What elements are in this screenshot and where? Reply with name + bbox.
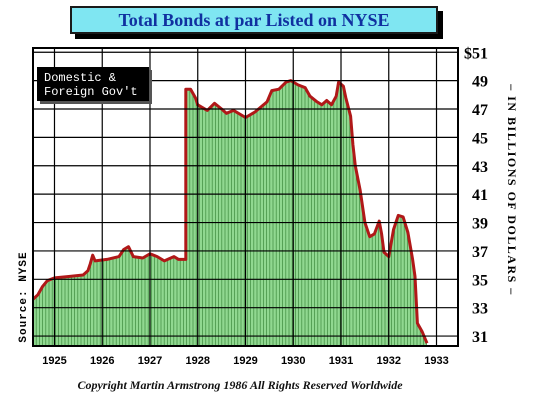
copyright-footer: Copyright Martin Armstrong 1986 All Righ…	[77, 378, 403, 392]
y-tick-label: $51	[464, 45, 488, 62]
source-label: Source: NYSE	[18, 251, 30, 342]
gridlines	[33, 48, 458, 346]
y-tick-label: 41	[472, 187, 488, 204]
x-tick-label: 1927	[138, 355, 162, 367]
y-tick-label: 39	[472, 216, 488, 233]
y-tick-label: 47	[472, 102, 488, 119]
legend-text: Foreign Gov't	[44, 85, 138, 99]
y-tick-label: 31	[472, 329, 488, 346]
y-tick-label: 37	[472, 244, 488, 261]
x-tick-label: 1932	[377, 355, 401, 367]
chart-title-box: Total Bonds at par Listed on NYSE	[70, 6, 438, 34]
series-line	[31, 79, 429, 344]
plot-frame	[32, 47, 459, 347]
y-tick-label: 45	[472, 130, 488, 147]
x-tick-label: 1931	[329, 355, 353, 367]
y-axis-label: – IN BILLIONS OF DOLLARS –	[505, 83, 519, 296]
x-tick-label: 1930	[281, 355, 305, 367]
x-tick-label: 1926	[90, 355, 114, 367]
x-tick-label: 1925	[42, 355, 66, 367]
y-axis-ticks: $51 49 47 45 43 41 39 37 35 33 31	[464, 45, 488, 346]
chart-title: Total Bonds at par Listed on NYSE	[118, 10, 390, 30]
legend: Domestic &Foreign Gov't	[37, 67, 152, 104]
legend-text: Domestic &	[44, 71, 116, 85]
y-tick-label: 49	[472, 74, 488, 91]
legend-box	[37, 67, 149, 101]
y-tick-label: 33	[472, 301, 488, 318]
x-axis-ticks: 1925 1926 1927 1928 1929 1930 1931 1932 1933	[42, 355, 449, 367]
y-tick-label: 43	[472, 159, 488, 176]
y-tick-label: 35	[472, 272, 488, 289]
x-tick-label: 1929	[233, 355, 257, 367]
x-tick-label: 1933	[424, 355, 448, 367]
x-tick-label: 1928	[186, 355, 210, 367]
